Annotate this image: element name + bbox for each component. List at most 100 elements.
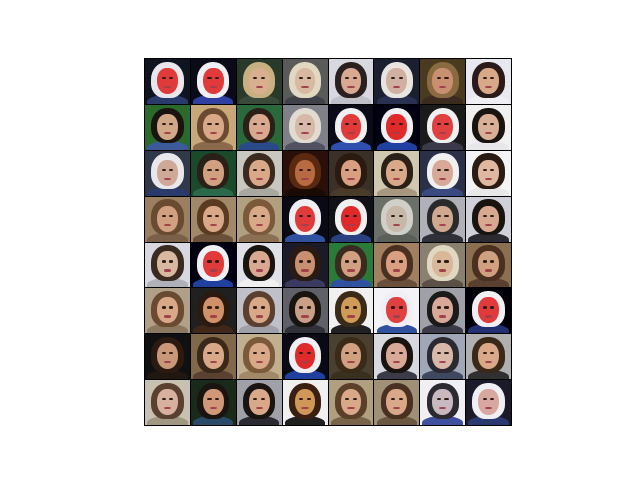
face xyxy=(386,297,408,324)
face xyxy=(478,343,499,370)
mouth xyxy=(163,407,172,410)
face xyxy=(386,389,408,416)
right-eye xyxy=(490,168,495,171)
shoulders xyxy=(330,324,372,334)
shoulders xyxy=(284,370,326,380)
left-eye xyxy=(345,76,350,80)
right-eye xyxy=(490,214,495,217)
face xyxy=(294,67,316,94)
shoulders xyxy=(468,140,509,150)
left-eye xyxy=(345,352,350,355)
face-sample-tile xyxy=(145,380,190,425)
left-eye xyxy=(436,214,441,217)
face xyxy=(340,159,362,186)
left-eye xyxy=(482,398,487,401)
mouth xyxy=(255,131,263,135)
shoulders xyxy=(147,278,188,288)
mouth xyxy=(484,131,493,135)
left-eye xyxy=(161,306,166,309)
left-eye xyxy=(207,260,212,263)
right-eye xyxy=(398,398,403,401)
right-eye xyxy=(169,260,174,263)
right-eye xyxy=(215,168,220,171)
face xyxy=(157,205,178,232)
right-eye xyxy=(444,122,449,126)
shoulders xyxy=(147,232,188,242)
mouth xyxy=(347,131,355,135)
left-eye xyxy=(299,168,304,171)
face xyxy=(248,159,270,186)
shoulders xyxy=(376,416,417,425)
right-eye xyxy=(444,398,449,401)
face-sample-tile xyxy=(236,104,282,150)
face xyxy=(340,343,362,370)
left-eye xyxy=(207,122,212,126)
face-sample-tile xyxy=(328,150,374,196)
mouth xyxy=(393,85,401,89)
face-sample-tile xyxy=(420,104,466,150)
mouth xyxy=(393,407,401,410)
left-eye xyxy=(482,76,487,80)
left-eye xyxy=(253,76,258,80)
mouth xyxy=(439,131,447,135)
mouth xyxy=(347,85,355,89)
shoulders xyxy=(376,278,417,288)
left-eye xyxy=(345,122,350,126)
mouth xyxy=(255,315,263,318)
face-sample-tile xyxy=(420,196,466,242)
shoulders xyxy=(193,186,234,196)
face-sample-tile xyxy=(145,150,190,196)
left-eye xyxy=(299,76,304,80)
face-sample-tile xyxy=(466,380,511,425)
mouth xyxy=(439,361,447,364)
shoulders xyxy=(238,232,280,242)
shoulders xyxy=(147,324,188,334)
shoulders xyxy=(376,140,417,150)
left-eye xyxy=(299,398,304,401)
mouth xyxy=(347,407,355,410)
mouth xyxy=(347,177,355,180)
face-sample-tile xyxy=(190,104,236,150)
left-eye xyxy=(390,306,395,309)
mouth xyxy=(484,315,493,318)
face-sample-tile xyxy=(374,380,420,425)
mouth xyxy=(301,177,309,180)
face xyxy=(432,297,453,324)
right-eye xyxy=(306,352,311,355)
left-eye xyxy=(253,168,258,171)
mouth xyxy=(163,85,172,89)
shoulders xyxy=(238,94,280,104)
face xyxy=(386,67,408,94)
mouth xyxy=(439,269,447,272)
left-eye xyxy=(207,306,212,309)
face-sample-tile xyxy=(420,380,466,425)
shoulders xyxy=(330,278,372,288)
face-sample-tile xyxy=(145,288,190,334)
face xyxy=(157,67,178,94)
shoulders xyxy=(238,324,280,334)
right-eye xyxy=(352,122,357,126)
mouth xyxy=(301,269,309,272)
left-eye xyxy=(207,76,212,80)
shoulders xyxy=(468,278,509,288)
mouth xyxy=(301,315,309,318)
face xyxy=(478,67,499,94)
left-eye xyxy=(345,168,350,171)
face-sample-tile xyxy=(145,334,190,380)
right-eye xyxy=(352,398,357,401)
right-eye xyxy=(215,122,220,126)
face xyxy=(478,159,499,186)
shoulders xyxy=(330,232,372,242)
mouth xyxy=(484,85,493,89)
right-eye xyxy=(398,168,403,171)
face xyxy=(478,251,499,278)
shoulders xyxy=(193,278,234,288)
left-eye xyxy=(299,306,304,309)
face xyxy=(248,205,270,232)
shoulders xyxy=(284,416,326,425)
face xyxy=(294,159,316,186)
face xyxy=(432,343,453,370)
right-eye xyxy=(398,352,403,355)
face xyxy=(386,343,408,370)
mouth xyxy=(209,269,217,272)
